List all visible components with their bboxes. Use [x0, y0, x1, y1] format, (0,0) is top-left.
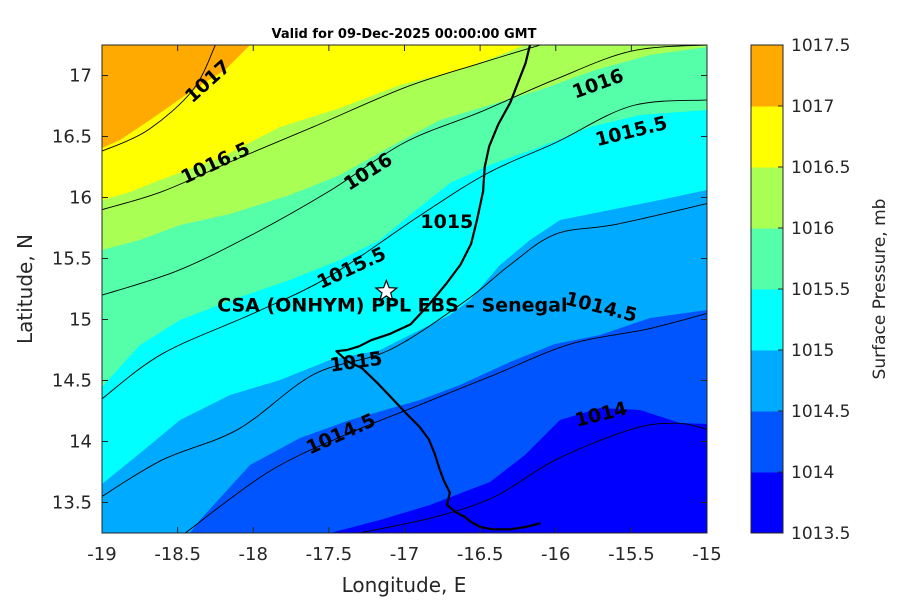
x-tick-label: -16.5 [457, 544, 504, 565]
y-tick-label: 14 [69, 432, 92, 453]
colorbar-segment [751, 350, 783, 412]
chart-title: Valid for 09-Dec-2025 00:00:00 GMT [272, 27, 537, 42]
colorbar-tick-label: 1016 [791, 219, 834, 239]
x-axis-label: Longitude, E [342, 573, 467, 597]
colorbar-segment [751, 289, 783, 351]
colorbar-segment [751, 106, 783, 168]
x-tick-label: -19 [87, 544, 116, 565]
colorbar-segment [751, 167, 783, 229]
contour-line-1015 [102, 203, 707, 497]
y-tick-label: 16.5 [52, 127, 92, 148]
x-tick-label: -18 [239, 544, 268, 565]
x-tick-label: -15.5 [608, 544, 655, 565]
colorbar-tick-label: 1017 [791, 97, 834, 117]
x-tick-label: -17.5 [306, 544, 353, 565]
y-tick-label: 15 [69, 310, 92, 331]
x-axis-ticks: -19 -18.5 -18 -17.5 -17 -16.5 -16 -15.5 -15 [87, 45, 722, 565]
contour-line-1014.5 [184, 312, 707, 533]
colorbar-frame [750, 44, 784, 534]
coastline [335, 45, 541, 531]
colorbar-tick-label: 1015.5 [791, 280, 850, 300]
y-tick-label: 14.5 [52, 371, 92, 392]
x-tick-label: -15 [692, 544, 721, 565]
colorbar-label: Surface Pressure, mb [870, 199, 890, 380]
contour-lines [102, 45, 707, 533]
colorbar-segment [751, 45, 783, 107]
x-tick-label: -17 [390, 544, 419, 565]
colorbar-segment [751, 411, 783, 473]
band-1017-1017.5 [102, 45, 250, 148]
band-1016.5-1017 [102, 45, 525, 200]
site-star-marker [374, 278, 399, 302]
contour-line-1017 [102, 45, 216, 152]
colorbar: 1013.5 1014 1014.5 1015 1015.5 1016 1016.5 1017… [751, 36, 850, 544]
colorbar-tick-label: 1013.5 [791, 524, 850, 544]
contour-line-1014 [359, 422, 707, 533]
y-tick-label: 17 [69, 66, 92, 87]
y-axis-ticks: 13.5 14 14.5 15 15.5 16 16.5 17 [52, 66, 707, 514]
contour-line-1016.5 [102, 45, 541, 211]
contour-line-1015.5 [102, 99, 707, 400]
colorbar-tick-label: 1014 [791, 463, 834, 483]
colorbar-tick-label: 1015 [791, 341, 834, 361]
colorbar-tick-label: 1014.5 [791, 402, 850, 422]
site-label: CSA (ONHYM) PPL EBS – Senegal [217, 294, 567, 316]
contour-line-1016 [102, 45, 707, 296]
x-tick-label: -16 [541, 544, 570, 565]
y-tick-label: 16 [69, 188, 92, 209]
colorbar-tick-label: 1016.5 [791, 158, 850, 178]
y-tick-label: 13.5 [52, 493, 92, 514]
colorbar-tick-label: 1017.5 [791, 36, 850, 56]
colorbar-segment [751, 472, 783, 534]
contour-label: 1015 [420, 211, 473, 233]
x-tick-label: -18.5 [154, 544, 201, 565]
colorbar-segment [751, 228, 783, 290]
y-tick-label: 15.5 [52, 249, 92, 270]
y-axis-label: Latitude, N [13, 234, 37, 344]
